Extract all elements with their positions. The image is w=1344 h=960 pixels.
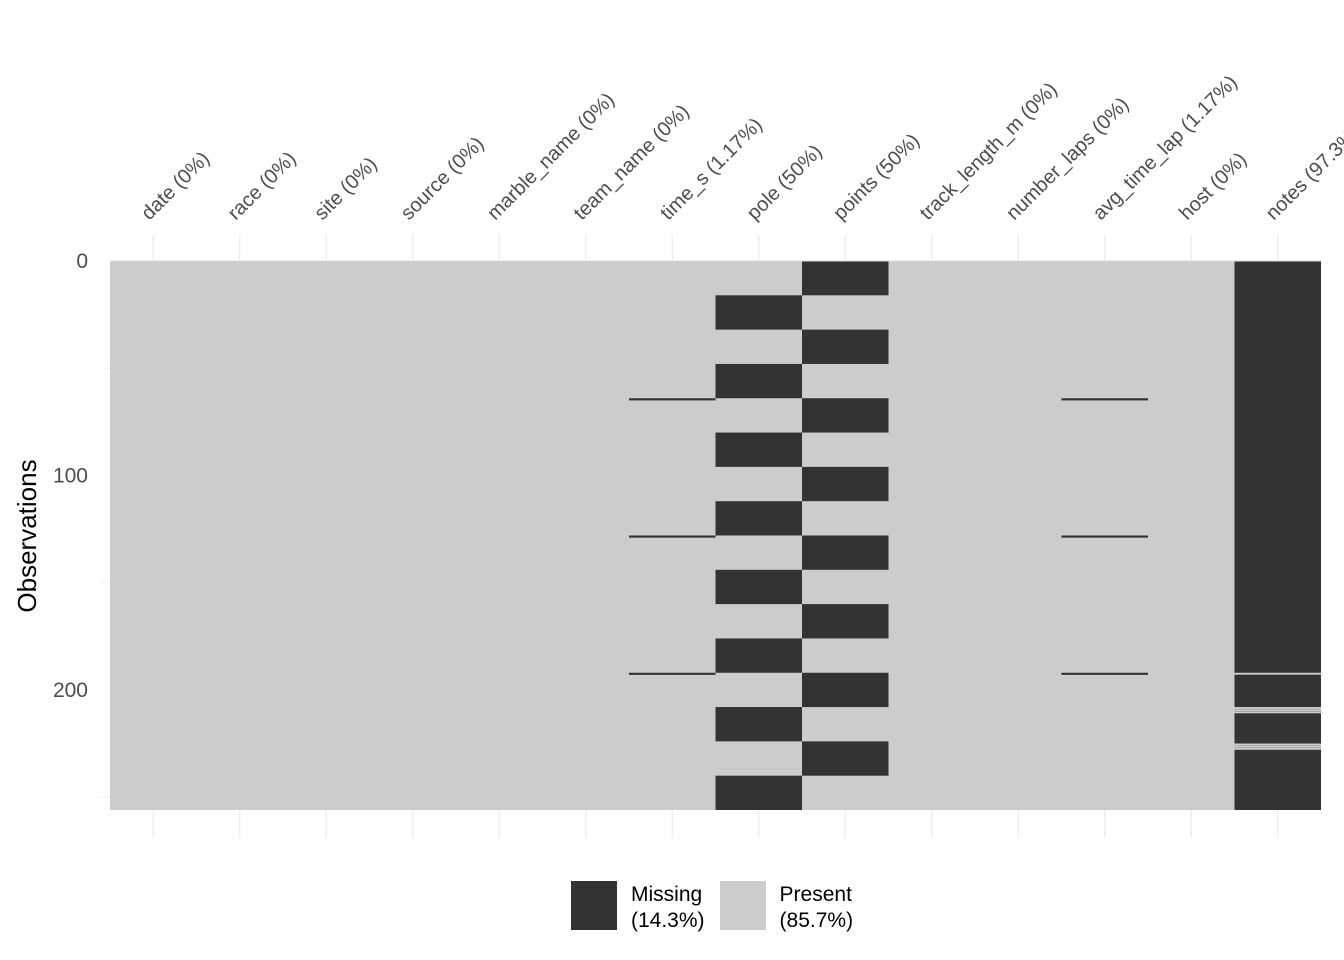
column-label-points: points (50%) xyxy=(829,130,924,225)
legend-label-missing: Missing xyxy=(631,883,703,906)
missing-cell-pole-0 xyxy=(715,295,802,330)
column-label-source: source (0%) xyxy=(397,133,489,225)
legend-item-missing: Missing (14.3%) xyxy=(571,881,705,934)
missing-cell-avg_time_lap-1 xyxy=(1061,535,1148,538)
missing-cell-points-7 xyxy=(802,741,889,776)
missing-cell-time_s-2 xyxy=(629,672,716,675)
grid-lines xyxy=(100,235,1279,838)
column-label-notes: notes (97.3%) xyxy=(1262,121,1344,225)
column-label-host: host (0%) xyxy=(1175,148,1251,224)
missing-cell-points-1 xyxy=(802,329,889,364)
legend-item-present: Present (85.7%) xyxy=(719,881,854,934)
y-tick-label-200: 200 xyxy=(53,679,88,702)
missing-cell-pole-6 xyxy=(715,707,802,742)
y-tick-label-100: 100 xyxy=(53,464,88,487)
missing-cell-points-3 xyxy=(802,466,889,502)
missing-cell-notes xyxy=(1234,261,1321,810)
legend-pct-present: (85.7%) xyxy=(779,909,854,932)
missing-cell-points-2 xyxy=(802,398,889,433)
missing-cell-pole-7 xyxy=(715,775,802,810)
present-cell-notes-5 xyxy=(1234,745,1321,748)
legend: Missing (14.3%) Present (85.7%) xyxy=(571,881,868,934)
present-cell-notes-6 xyxy=(1234,747,1321,750)
present-cell-notes-3 xyxy=(1234,711,1321,714)
missing-cell-pole-4 xyxy=(715,569,802,605)
missing-cell-points-6 xyxy=(802,672,889,708)
legend-pct-missing: (14.3%) xyxy=(631,909,705,932)
column-label-track_length_m: track_length_m (0%) xyxy=(916,78,1062,224)
heatmap-cells xyxy=(110,260,1321,810)
y-axis-label: Observations xyxy=(12,459,42,612)
column-labels: date (0%) race (0%) site (0%) source (0%)ma… xyxy=(137,71,1344,224)
present-cell-notes-4 xyxy=(1234,743,1321,746)
legend-swatch-present xyxy=(719,881,766,930)
missing-cell-points-4 xyxy=(802,535,889,570)
y-tick-label-0: 0 xyxy=(76,250,88,273)
missing-cell-avg_time_lap-0 xyxy=(1061,398,1148,401)
missing-cell-pole-3 xyxy=(715,501,802,536)
present-cell-notes-0 xyxy=(1234,672,1321,675)
legend-label-present: Present xyxy=(779,883,852,906)
column-label-race: race (0%) xyxy=(224,148,301,225)
y-axis-ticks: 0 100 200 xyxy=(53,250,88,702)
present-cell-notes-2 xyxy=(1234,709,1321,712)
column-label-date: date (0%) xyxy=(137,148,214,225)
present-cell-notes-1 xyxy=(1234,707,1321,709)
column-label-site: site (0%) xyxy=(310,153,381,224)
missing-cell-pole-5 xyxy=(715,638,802,673)
missing-cell-avg_time_lap-2 xyxy=(1061,672,1148,675)
missing-cell-pole-2 xyxy=(715,432,802,467)
missing-cell-pole-1 xyxy=(715,363,802,399)
missing-cell-points-0 xyxy=(802,261,889,296)
legend-swatch-missing xyxy=(571,881,617,930)
missing-cell-points-5 xyxy=(802,604,889,639)
missing-cell-time_s-0 xyxy=(629,398,716,401)
column-label-pole: pole (50%) xyxy=(743,141,827,225)
column-label-avg_time_lap: avg_time_lap (1.17%) xyxy=(1089,71,1242,224)
missing-cell-time_s-1 xyxy=(629,535,716,538)
